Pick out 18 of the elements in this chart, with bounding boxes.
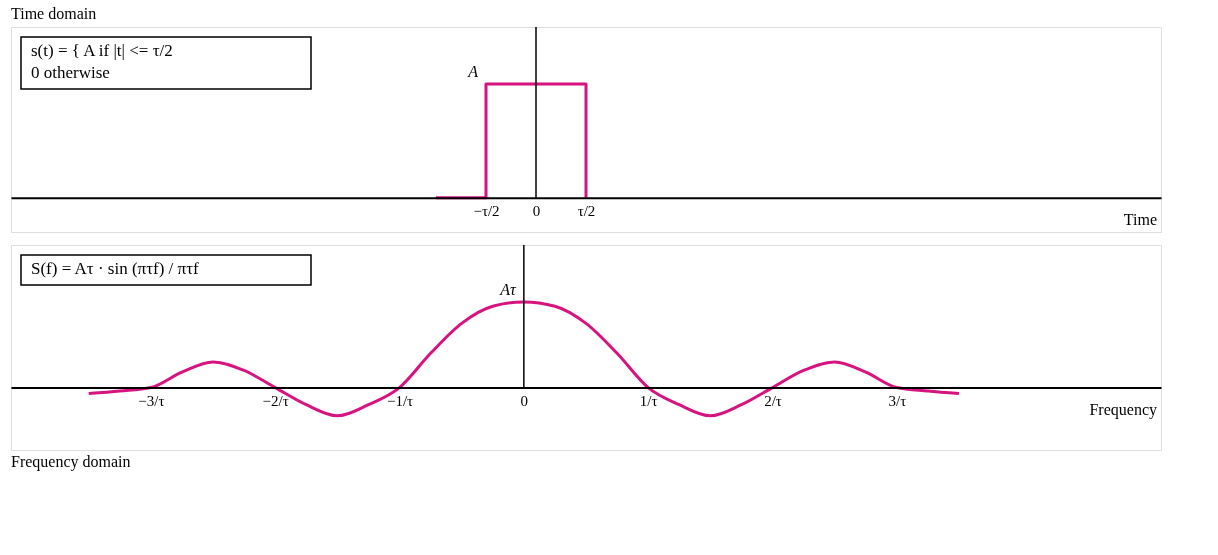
- x-axis-title: Frequency: [1089, 400, 1157, 419]
- x-tick-label: 0: [520, 393, 529, 410]
- x-tick-label: τ/2: [577, 203, 596, 220]
- x-tick-label: 2/τ: [764, 393, 782, 410]
- annotation: Aτ: [499, 280, 518, 298]
- annotation: A: [467, 62, 479, 80]
- x-tick-label: −1/τ: [386, 393, 414, 410]
- x-tick-label: −3/τ: [138, 393, 165, 410]
- x-tick-label: −2/τ: [262, 393, 289, 410]
- text: s(t) = { A if |t| <= τ/2 0 otherwise: [31, 41, 173, 82]
- text: S(f) = Aτ · sin (πτf) / πτf: [31, 259, 199, 278]
- x-tick-label: 1/τ: [639, 393, 658, 410]
- x-axis-title: Time: [1123, 210, 1157, 228]
- chart-title: Time domain: [11, 5, 97, 23]
- x-tick-label: 0: [532, 203, 541, 220]
- text: Frequency domain: [11, 453, 131, 471]
- x-tick-label: −τ/2: [473, 203, 500, 220]
- x-tick-label: 3/τ: [888, 393, 907, 410]
